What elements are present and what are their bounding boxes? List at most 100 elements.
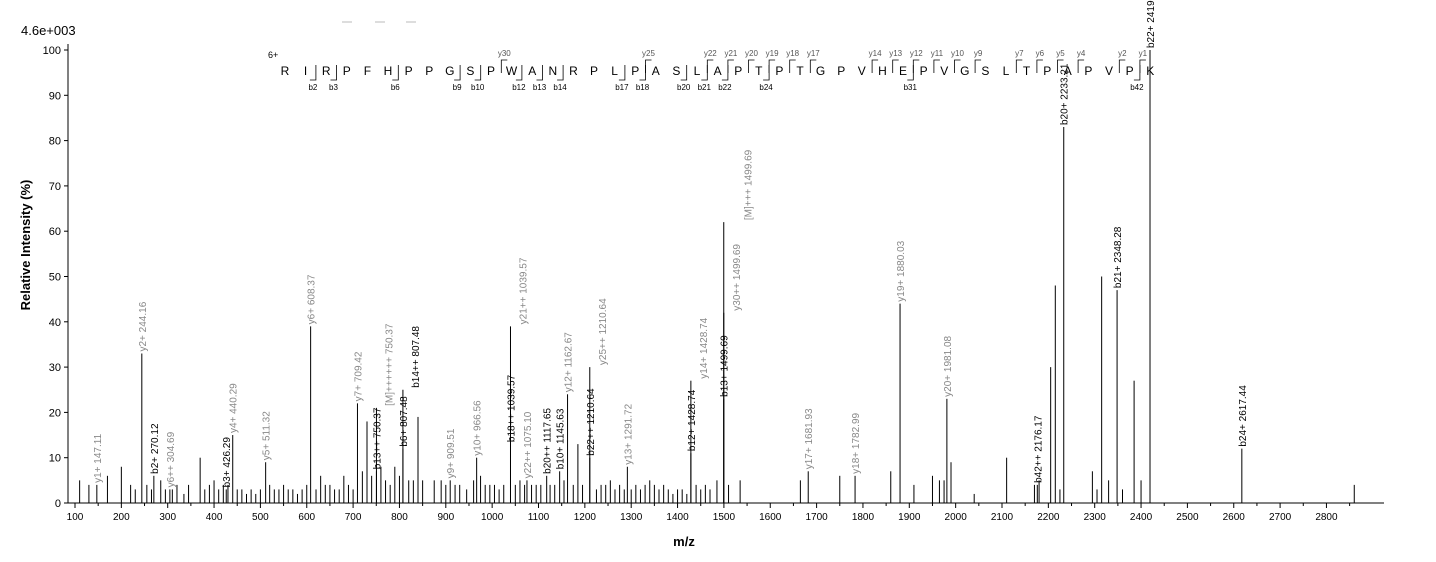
y-tick-label: 60 xyxy=(49,226,61,238)
x-tick-label: 1100 xyxy=(528,512,550,523)
x-tick-label: 300 xyxy=(159,512,176,523)
peak-label: y22++ 1075.10 xyxy=(523,411,534,478)
peak-label: b6+ 807.48 xyxy=(399,396,410,447)
residue: P xyxy=(920,64,928,78)
y-ion-bracket xyxy=(768,59,776,73)
y-tick-label: 0 xyxy=(55,498,61,510)
peak-label: b20+ 2233.21 xyxy=(1060,63,1071,125)
x-tick-label: 2100 xyxy=(991,512,1014,523)
residue: S xyxy=(672,64,680,78)
b-ion-label: b12 xyxy=(512,83,526,92)
y-tick-label: 80 xyxy=(49,136,61,148)
peak-label: b10+ 1145.63 xyxy=(556,408,567,469)
y-ion-bracket xyxy=(1015,59,1023,73)
y-ion-bracket xyxy=(789,59,796,73)
x-tick-label: 2600 xyxy=(1223,512,1246,523)
x-tick-label: 500 xyxy=(252,512,269,523)
y-ion-label: y13 xyxy=(889,49,902,58)
b-ion-label: b6 xyxy=(391,83,400,92)
peak-label: y6++ 304.69 xyxy=(166,431,177,487)
b-ion-bracket xyxy=(515,65,523,81)
peak-label: y1+ 147.11 xyxy=(93,433,104,482)
x-tick-label: 1400 xyxy=(666,512,689,523)
y-tick-label: 10 xyxy=(49,453,61,465)
residue: G xyxy=(816,64,825,78)
peak-label: y19+ 1880.03 xyxy=(896,240,907,301)
peak-label: y30++ 1499.69 xyxy=(732,244,743,311)
x-tick-label: 2300 xyxy=(1084,512,1107,523)
y-ion-label: y5 xyxy=(1056,49,1065,58)
b-ion-bracket xyxy=(680,65,688,81)
peak-label: [M]++++++ 750.37 xyxy=(384,323,395,406)
y-ion-label: y7 xyxy=(1015,49,1024,58)
residue: G xyxy=(445,64,454,78)
x-tick-label: 2400 xyxy=(1130,512,1153,523)
peak-label: b21+ 2348.28 xyxy=(1113,226,1124,288)
y-ion-bracket xyxy=(892,59,899,73)
peak-label: b22+ 2419.33 xyxy=(1146,0,1157,48)
y-ion-label: y18 xyxy=(786,49,799,58)
b-ion-label: b9 xyxy=(453,83,462,92)
y-ion-bracket xyxy=(1077,59,1085,73)
b-ion-label: b24 xyxy=(759,83,773,92)
residue: R xyxy=(322,64,331,78)
peak-label: b2+ 270.12 xyxy=(150,423,161,474)
y-ion-label: y10 xyxy=(951,49,964,58)
peak-label: b42++ 2176.17 xyxy=(1033,415,1044,483)
b-ion-label: b17 xyxy=(615,83,629,92)
peak-label: y6+ 608.37 xyxy=(307,274,318,324)
b-ion-label: b14 xyxy=(553,83,567,92)
peak-label: y18+ 1782.99 xyxy=(851,412,862,473)
x-tick-label: 2500 xyxy=(1176,512,1199,523)
y-ion-label: y19 xyxy=(766,49,779,58)
residue: P xyxy=(425,64,433,78)
residue: H xyxy=(878,64,887,78)
residue: V xyxy=(858,64,866,78)
b-ion-bracket xyxy=(557,65,564,81)
b-ion-label: b31 xyxy=(904,83,918,92)
peak-label: b13+ 1499.69 xyxy=(720,335,731,397)
x-tick-label: 400 xyxy=(206,512,223,523)
residue: V xyxy=(940,64,948,78)
residue: H xyxy=(384,64,393,78)
b-ion-label: b13 xyxy=(533,83,547,92)
b-ion-bracket xyxy=(536,65,543,81)
b-ion-label: b42 xyxy=(1130,83,1144,92)
x-tick-label: 2700 xyxy=(1269,512,1292,523)
residue: F xyxy=(364,64,371,78)
x-tick-label: 1300 xyxy=(620,512,643,523)
peak-label: y7+ 709.42 xyxy=(353,351,364,401)
residue: P xyxy=(631,64,639,78)
b-ion-bracket xyxy=(907,65,914,81)
x-tick-label: 700 xyxy=(345,512,362,523)
b-ion-label: b22 xyxy=(718,83,732,92)
residue: A xyxy=(1064,64,1072,78)
y-tick-label: 90 xyxy=(49,90,61,102)
y-ion-bracket xyxy=(748,59,755,73)
residue: S xyxy=(981,64,989,78)
y-ion-label: y9 xyxy=(974,49,983,58)
residue: I xyxy=(304,64,307,78)
peak-labels: y1+ 147.11 y2+ 244.16 b2+ 270.12 y6++ 304.6… xyxy=(93,0,1249,487)
y-tick-label: 20 xyxy=(49,407,61,419)
b-ion-bracket xyxy=(454,65,461,81)
residue: G xyxy=(960,64,969,78)
b-ion-bracket xyxy=(618,65,626,81)
b-ion-label: b18 xyxy=(636,83,650,92)
residue: P xyxy=(590,64,598,78)
y-ion-bracket xyxy=(912,59,920,73)
residue: R xyxy=(281,64,290,78)
peak-label: b18++ 1039.57 xyxy=(506,374,517,442)
residue: P xyxy=(1126,64,1134,78)
peak-label: y17+ 1681.93 xyxy=(804,408,815,469)
y-ion-bracket xyxy=(974,59,982,73)
residue: W xyxy=(506,64,518,78)
y-tick-label: 40 xyxy=(49,317,61,329)
x-tick-label: 1700 xyxy=(805,512,828,523)
peak-label: b24+ 2617.44 xyxy=(1238,385,1249,447)
residue: K xyxy=(1146,64,1154,78)
axes: 0 10 20 30 40 50 60 70 80 90 100 100 200 300 400 500 600… xyxy=(43,44,1384,523)
y-ion-label: y2 xyxy=(1118,49,1127,58)
x-tick-label: 1800 xyxy=(852,512,875,523)
peak-label: b20++ 1117.65 xyxy=(543,408,554,474)
